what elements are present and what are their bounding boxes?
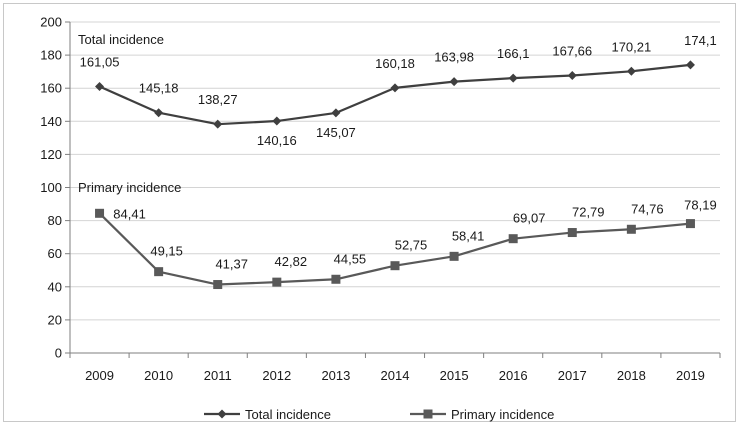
primary-incidence-annotation: Primary incidence <box>78 180 181 195</box>
x-axis: 2009 2010 2011 2012 2013 2014 2015 2016 2017 2018… <box>69 352 721 383</box>
primary-incidence-point <box>213 280 223 290</box>
data-labels: 161,05 145,18 138,27 140,16 145,07 160,18 163,… <box>80 33 717 272</box>
primary-incidence-point <box>449 251 459 261</box>
primary-incidence-point <box>626 224 636 234</box>
total-incidence-data-label: 160,18 <box>375 56 415 71</box>
primary-incidence-point <box>390 261 400 271</box>
legend-total-marker <box>217 409 227 419</box>
total-incidence-point <box>449 77 459 87</box>
y-axis: 0 20 40 60 80 100 120 140 160 180 200 <box>40 15 71 361</box>
primary-incidence-data-label: 78,19 <box>684 198 717 213</box>
primary-incidence-data-label: 44,55 <box>334 251 367 266</box>
y-tick-label: 200 <box>40 15 62 30</box>
primary-incidence-point <box>154 267 164 277</box>
legend-total-label: Total incidence <box>245 407 331 422</box>
x-tick-label: 2018 <box>617 368 646 383</box>
total-incidence-data-label: 167,66 <box>552 44 592 59</box>
total-incidence-point <box>390 83 400 93</box>
primary-incidence-data-label: 41,37 <box>215 257 248 272</box>
primary-incidence-data-label: 84,41 <box>113 206 146 221</box>
y-tick-label: 140 <box>40 114 62 129</box>
y-tick-label: 80 <box>48 213 62 228</box>
legend-primary-marker <box>423 409 433 419</box>
total-incidence-data-label: 145,18 <box>139 81 179 96</box>
primary-incidence-point <box>272 277 282 287</box>
primary-incidence-point <box>331 274 341 284</box>
y-tick-label: 100 <box>40 180 62 195</box>
x-tick-label: 2012 <box>262 368 291 383</box>
y-tick-label: 40 <box>48 279 62 294</box>
total-incidence-data-label: 161,05 <box>80 54 120 69</box>
x-tick-label: 2011 <box>204 368 232 383</box>
x-tick-label: 2009 <box>85 368 114 383</box>
total-incidence-data-label: 163,98 <box>434 50 474 65</box>
total-incidence-data-label: 138,27 <box>198 92 238 107</box>
x-tick-label: 2015 <box>440 368 469 383</box>
total-incidence-point <box>213 119 223 129</box>
total-incidence-point <box>95 81 105 91</box>
y-tick-label: 180 <box>40 48 62 63</box>
total-incidence-point <box>272 116 282 126</box>
primary-incidence-data-label: 72,79 <box>572 205 605 220</box>
primary-incidence-data-label: 42,82 <box>275 254 308 269</box>
total-incidence-line <box>99 63 691 126</box>
y-tick-label: 60 <box>48 246 62 261</box>
legend: Total incidence Primary incidence <box>204 407 554 422</box>
total-incidence-point <box>154 108 164 118</box>
primary-incidence-data-label: 74,76 <box>631 201 664 216</box>
primary-incidence-data-label: 49,15 <box>150 244 183 259</box>
legend-primary-label: Primary incidence <box>451 407 554 422</box>
total-incidence-point <box>567 71 577 81</box>
total-incidence-point <box>508 73 518 83</box>
x-tick-label: 2017 <box>558 368 587 383</box>
total-incidence-point <box>685 60 695 70</box>
primary-incidence-point <box>685 219 695 229</box>
y-tick-label: 160 <box>40 81 62 96</box>
x-tick-label: 2010 <box>144 368 173 383</box>
primary-incidence-point <box>95 208 105 218</box>
primary-incidence-point <box>508 234 518 244</box>
primary-incidence-data-label: 52,75 <box>395 238 428 253</box>
total-incidence-data-label: 140,16 <box>257 133 297 148</box>
y-tick-label: 0 <box>55 346 62 361</box>
primary-incidence-data-label: 69,07 <box>513 211 546 226</box>
y-tick-label: 120 <box>40 147 62 162</box>
primary-incidence-point <box>567 228 577 238</box>
total-incidence-point <box>626 66 636 76</box>
x-tick-label: 2016 <box>499 368 528 383</box>
x-tick-label: 2014 <box>381 368 410 383</box>
x-tick-label: 2013 <box>321 368 350 383</box>
total-incidence-point <box>331 108 341 118</box>
total-incidence-data-label: 170,21 <box>611 39 651 54</box>
series-group <box>95 60 695 290</box>
primary-incidence-data-label: 58,41 <box>452 228 485 243</box>
x-tick-label: 2019 <box>676 368 705 383</box>
total-incidence-data-label: 145,07 <box>316 125 356 140</box>
total-incidence-annotation: Total incidence <box>78 32 164 47</box>
total-incidence-data-label: 174,1 <box>684 33 717 48</box>
y-tick-label: 20 <box>48 312 62 327</box>
gridlines <box>70 21 720 321</box>
total-incidence-data-label: 166,1 <box>497 46 530 61</box>
